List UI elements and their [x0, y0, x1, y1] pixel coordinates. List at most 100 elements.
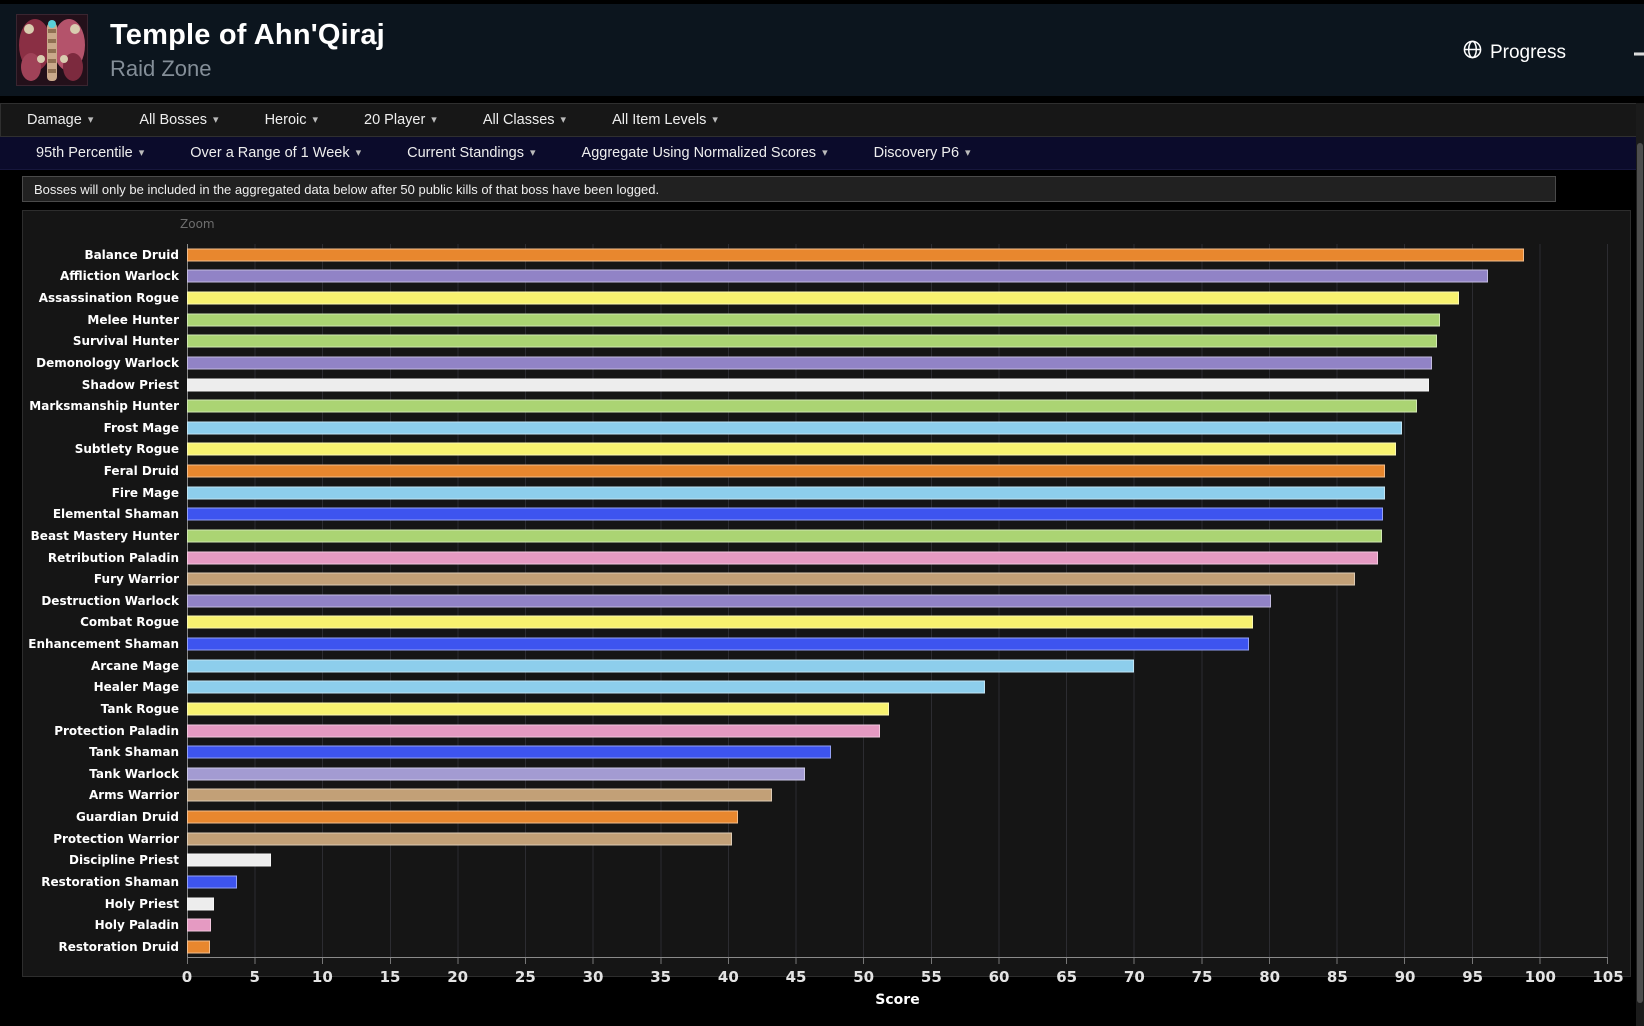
chart-row: Arcane Mage	[23, 655, 1630, 677]
filter-secondary-3[interactable]: Aggregate Using Normalized Scores ▾	[582, 145, 828, 161]
score-bar[interactable]	[187, 551, 1378, 565]
category-label: Melee Hunter	[87, 312, 179, 327]
score-bar[interactable]	[187, 248, 1525, 262]
bar-track	[187, 893, 1608, 915]
secondary-filter-bar: 95th Percentile ▾ Over a Range of 1 Week ▾ C…	[0, 137, 1644, 170]
score-bar[interactable]	[187, 486, 1385, 500]
x-axis-tick-label: 75	[1191, 968, 1213, 986]
score-bar[interactable]	[187, 810, 738, 824]
score-bar[interactable]	[187, 464, 1385, 478]
bar-track	[187, 287, 1608, 309]
filter-primary-5[interactable]: All Item Levels ▾	[612, 112, 718, 128]
filter-label: 95th Percentile	[36, 145, 133, 161]
filter-secondary-4[interactable]: Discovery P6 ▾	[874, 145, 971, 161]
bar-chart: Balance Druid Affliction Warlock Assassina…	[23, 244, 1630, 1008]
category-label: Affliction Warlock	[60, 269, 179, 284]
score-bar[interactable]	[187, 767, 806, 781]
chart-row: Affliction Warlock	[23, 266, 1630, 288]
chevron-down-icon: ▾	[560, 114, 567, 126]
chevron-down-icon: ▾	[431, 114, 437, 126]
category-label: Feral Druid	[103, 464, 179, 479]
bar-track	[187, 547, 1608, 569]
category-label: Survival Hunter	[72, 334, 179, 349]
chart-row: Holy Paladin	[23, 914, 1630, 936]
category-label: Combat Rogue	[80, 615, 179, 630]
score-bar[interactable]	[187, 421, 1403, 435]
filter-secondary-0[interactable]: 95th Percentile ▾	[36, 145, 144, 161]
score-bar[interactable]	[187, 356, 1433, 370]
category-label: Fury Warrior	[93, 572, 179, 587]
score-bar[interactable]	[187, 334, 1438, 348]
score-bar[interactable]	[187, 940, 210, 954]
score-bar[interactable]	[187, 680, 986, 694]
filter-primary-2[interactable]: Heroic ▾	[265, 112, 318, 128]
score-bar[interactable]	[187, 572, 1355, 586]
score-bar[interactable]	[187, 724, 880, 738]
score-bar[interactable]	[187, 442, 1396, 456]
score-bar[interactable]	[187, 832, 733, 846]
bar-track	[187, 720, 1608, 742]
score-bar[interactable]	[187, 745, 832, 759]
page-subtitle: Raid Zone	[110, 55, 212, 81]
score-bar[interactable]	[187, 269, 1488, 283]
x-axis-tick-label: 105	[1592, 968, 1624, 986]
bar-track	[187, 352, 1608, 374]
score-bar[interactable]	[187, 529, 1382, 543]
category-label: Holy Paladin	[94, 918, 179, 933]
score-bar[interactable]	[187, 853, 271, 867]
score-bar[interactable]	[187, 659, 1135, 673]
score-bar[interactable]	[187, 897, 215, 911]
chart-row: Protection Warrior	[23, 828, 1630, 850]
x-axis-tick-label: 70	[1123, 968, 1145, 986]
chevron-down-icon: ▾	[822, 147, 828, 159]
score-bar[interactable]	[187, 918, 212, 932]
score-bar[interactable]	[187, 875, 238, 889]
progress-button[interactable]: Progress	[1463, 40, 1566, 65]
chart-row: Assassination Rogue	[23, 287, 1630, 309]
filter-secondary-2[interactable]: Current Standings ▾	[407, 145, 535, 161]
score-bar[interactable]	[187, 788, 772, 802]
filter-secondary-1[interactable]: Over a Range of 1 Week ▾	[190, 145, 361, 161]
chart-row: Protection Paladin	[23, 720, 1630, 742]
filter-primary-1[interactable]: All Bosses ▾	[139, 112, 218, 128]
chart-row: Holy Priest	[23, 893, 1630, 915]
progress-label: Progress	[1489, 41, 1566, 63]
filter-primary-0[interactable]: Damage ▾	[27, 112, 93, 128]
bar-track	[187, 850, 1608, 872]
x-axis-tick-label: 55	[920, 968, 942, 986]
score-bar[interactable]	[187, 313, 1441, 327]
category-label: Holy Priest	[104, 896, 179, 911]
filter-label: Over a Range of 1 Week	[190, 145, 350, 161]
bar-track	[187, 914, 1608, 936]
score-bar[interactable]	[187, 378, 1430, 392]
score-bar[interactable]	[187, 702, 890, 716]
score-bar[interactable]	[187, 399, 1418, 413]
bar-track	[187, 417, 1608, 439]
filter-primary-4[interactable]: All Classes ▾	[483, 112, 566, 128]
category-label: Marksmanship Hunter	[29, 399, 179, 414]
bar-track	[187, 741, 1608, 763]
bar-track	[187, 871, 1608, 893]
score-bar[interactable]	[187, 594, 1272, 608]
scrollbar-thumb[interactable]	[1637, 143, 1643, 1003]
x-axis-tick-label: 95	[1462, 968, 1484, 986]
bar-track	[187, 655, 1608, 677]
chart-row: Beast Mastery Hunter	[23, 525, 1630, 547]
primary-filter-bar: Damage ▾ All Bosses ▾ Heroic ▾ 20 Player ▾ All C…	[0, 103, 1644, 137]
score-bar[interactable]	[187, 507, 1384, 521]
chart-row: Discipline Priest	[23, 850, 1630, 872]
category-label: Enhancement Shaman	[28, 637, 179, 652]
vertical-scrollbar[interactable]	[1636, 103, 1644, 1026]
bar-track	[187, 590, 1608, 612]
bar-track	[187, 698, 1608, 720]
score-bar[interactable]	[187, 637, 1250, 651]
filter-primary-3[interactable]: 20 Player ▾	[364, 112, 437, 128]
score-bar[interactable]	[187, 291, 1460, 305]
x-axis-tick-label: 25	[514, 968, 536, 986]
bar-track	[187, 677, 1608, 699]
x-axis-tick-label: 10	[311, 968, 333, 986]
chart-row: Guardian Druid	[23, 806, 1630, 828]
x-axis-tick-label: 15	[379, 968, 401, 986]
score-bar[interactable]	[187, 615, 1254, 629]
menu-icon[interactable]	[1634, 44, 1644, 64]
